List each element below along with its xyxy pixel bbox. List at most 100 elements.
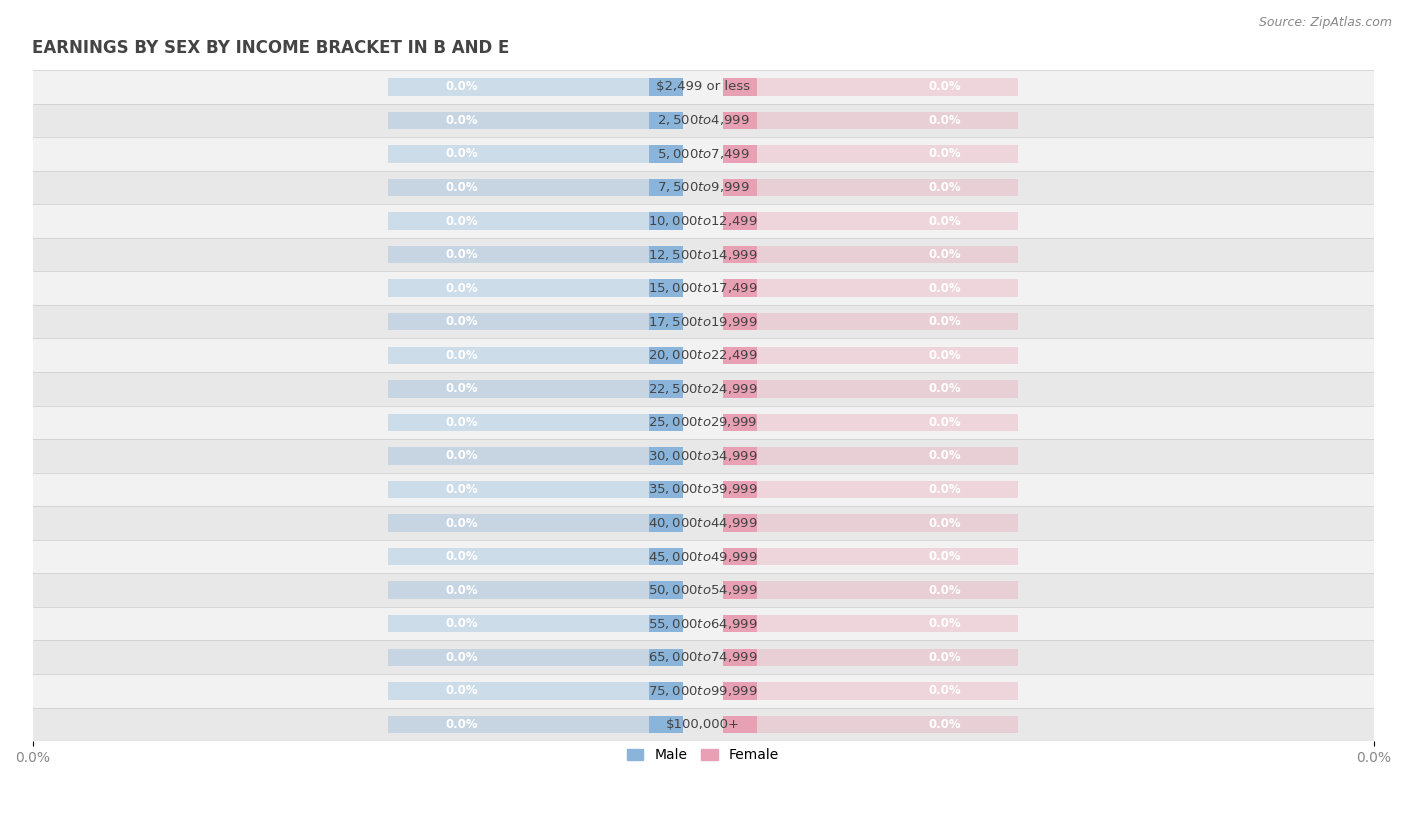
Bar bbox=[32, 540, 1374, 573]
Bar bbox=[723, 480, 756, 498]
Text: 0.0%: 0.0% bbox=[446, 516, 478, 529]
Bar bbox=[723, 414, 756, 431]
Bar bbox=[388, 581, 683, 599]
Bar bbox=[32, 472, 1374, 506]
Text: 0.0%: 0.0% bbox=[928, 650, 960, 663]
Bar bbox=[32, 70, 1374, 103]
Bar bbox=[32, 641, 1374, 674]
Bar bbox=[650, 548, 683, 565]
Text: 0.0%: 0.0% bbox=[928, 584, 960, 597]
Bar bbox=[650, 78, 683, 96]
Text: $12,500 to $14,999: $12,500 to $14,999 bbox=[648, 248, 758, 262]
Text: 0.0%: 0.0% bbox=[928, 416, 960, 429]
Bar bbox=[32, 137, 1374, 171]
Text: $22,500 to $24,999: $22,500 to $24,999 bbox=[648, 382, 758, 396]
Bar bbox=[723, 480, 1018, 498]
Text: 0.0%: 0.0% bbox=[446, 248, 478, 261]
Bar bbox=[32, 607, 1374, 641]
Bar bbox=[32, 406, 1374, 439]
Text: $17,500 to $19,999: $17,500 to $19,999 bbox=[648, 315, 758, 328]
Text: $50,000 to $54,999: $50,000 to $54,999 bbox=[648, 583, 758, 597]
Text: $40,000 to $44,999: $40,000 to $44,999 bbox=[648, 516, 758, 530]
Text: $7,500 to $9,999: $7,500 to $9,999 bbox=[657, 180, 749, 194]
Bar bbox=[32, 439, 1374, 472]
Text: $20,000 to $22,499: $20,000 to $22,499 bbox=[648, 348, 758, 363]
Text: 0.0%: 0.0% bbox=[928, 349, 960, 362]
Text: 0.0%: 0.0% bbox=[928, 315, 960, 328]
Text: 0.0%: 0.0% bbox=[446, 147, 478, 160]
Text: 0.0%: 0.0% bbox=[446, 650, 478, 663]
Bar bbox=[388, 414, 683, 431]
Text: $30,000 to $34,999: $30,000 to $34,999 bbox=[648, 449, 758, 463]
Bar bbox=[388, 313, 683, 330]
Bar bbox=[388, 380, 683, 398]
Bar bbox=[723, 246, 1018, 263]
Bar bbox=[650, 146, 683, 163]
Text: 0.0%: 0.0% bbox=[928, 685, 960, 698]
Bar bbox=[32, 204, 1374, 238]
Bar bbox=[650, 111, 683, 129]
Bar bbox=[723, 111, 756, 129]
Text: $2,500 to $4,999: $2,500 to $4,999 bbox=[657, 113, 749, 128]
Text: 0.0%: 0.0% bbox=[928, 718, 960, 731]
Text: 0.0%: 0.0% bbox=[928, 382, 960, 395]
Text: 0.0%: 0.0% bbox=[446, 349, 478, 362]
Text: 0.0%: 0.0% bbox=[446, 584, 478, 597]
Bar bbox=[32, 372, 1374, 406]
Bar bbox=[388, 715, 683, 733]
Bar bbox=[723, 146, 756, 163]
Text: 0.0%: 0.0% bbox=[446, 281, 478, 294]
Text: 0.0%: 0.0% bbox=[928, 516, 960, 529]
Bar bbox=[723, 78, 1018, 96]
Text: $45,000 to $49,999: $45,000 to $49,999 bbox=[648, 550, 758, 563]
Text: 0.0%: 0.0% bbox=[446, 215, 478, 228]
Text: 0.0%: 0.0% bbox=[928, 80, 960, 93]
Bar bbox=[650, 715, 683, 733]
Text: 0.0%: 0.0% bbox=[928, 248, 960, 261]
Bar bbox=[650, 212, 683, 230]
Bar bbox=[388, 548, 683, 565]
Bar bbox=[32, 506, 1374, 540]
Bar bbox=[388, 447, 683, 465]
Bar bbox=[388, 615, 683, 633]
Bar bbox=[723, 313, 756, 330]
Bar bbox=[650, 649, 683, 666]
Bar bbox=[723, 414, 1018, 431]
Bar bbox=[723, 715, 756, 733]
Bar bbox=[723, 346, 1018, 364]
Bar bbox=[723, 78, 756, 96]
Bar bbox=[388, 246, 683, 263]
Legend: Male, Female: Male, Female bbox=[621, 742, 785, 767]
Bar bbox=[388, 515, 683, 532]
Bar bbox=[32, 171, 1374, 204]
Bar bbox=[723, 682, 756, 699]
Bar bbox=[32, 272, 1374, 305]
Text: $55,000 to $64,999: $55,000 to $64,999 bbox=[648, 617, 758, 631]
Bar bbox=[723, 212, 1018, 230]
Bar bbox=[650, 615, 683, 633]
Bar bbox=[388, 111, 683, 129]
Bar bbox=[723, 615, 756, 633]
Bar bbox=[32, 573, 1374, 607]
Bar bbox=[32, 674, 1374, 707]
Bar bbox=[32, 103, 1374, 137]
Bar bbox=[32, 238, 1374, 272]
Text: 0.0%: 0.0% bbox=[928, 181, 960, 194]
Bar bbox=[388, 649, 683, 666]
Bar bbox=[723, 346, 756, 364]
Bar bbox=[723, 682, 1018, 699]
Text: 0.0%: 0.0% bbox=[446, 114, 478, 127]
Bar bbox=[723, 313, 1018, 330]
Bar bbox=[723, 246, 756, 263]
Text: 0.0%: 0.0% bbox=[928, 617, 960, 630]
Bar bbox=[650, 480, 683, 498]
Bar bbox=[723, 146, 1018, 163]
Bar bbox=[650, 581, 683, 599]
Bar bbox=[723, 581, 1018, 599]
Text: 0.0%: 0.0% bbox=[928, 147, 960, 160]
Bar bbox=[650, 447, 683, 465]
Text: 0.0%: 0.0% bbox=[928, 215, 960, 228]
Text: 0.0%: 0.0% bbox=[446, 181, 478, 194]
Bar bbox=[650, 515, 683, 532]
Text: 0.0%: 0.0% bbox=[446, 550, 478, 563]
